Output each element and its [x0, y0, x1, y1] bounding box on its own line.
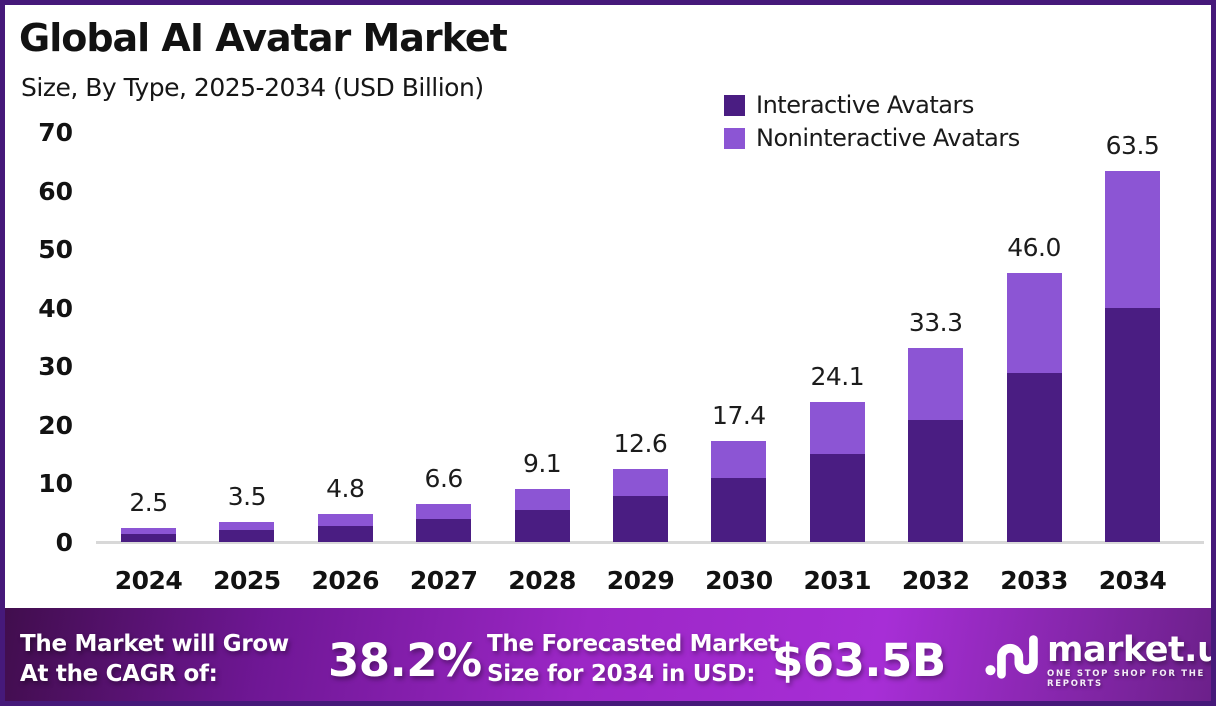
- bar-value-label: 17.4: [712, 400, 766, 430]
- bar-segment-noninteractive: [219, 522, 275, 531]
- cagr-label-line1: The Market will Grow: [20, 631, 289, 657]
- cagr-label-line2: At the CAGR of:: [20, 661, 218, 687]
- bar-2029: [613, 468, 668, 543]
- bar-segment-interactive: [1105, 308, 1160, 543]
- bar-segment-noninteractive: [317, 514, 373, 526]
- x-tick-label: 2030: [705, 566, 773, 595]
- bar-segment-interactive: [1006, 372, 1062, 543]
- bar-value-label: 9.1: [522, 449, 562, 479]
- bar-2025: [219, 522, 275, 543]
- bar-value-label: 63.5: [1105, 131, 1160, 161]
- bar-2031: [809, 401, 865, 543]
- y-tick-label: 10: [38, 469, 73, 498]
- footer-banner: [0, 608, 1216, 706]
- bar-segment-noninteractive: [1105, 171, 1160, 309]
- legend-swatch-noninteractive: [724, 127, 745, 149]
- bar-value-label: 24.1: [810, 361, 865, 391]
- bar-value-label: 4.8: [326, 474, 365, 504]
- forecast-label: The Forecasted Market Size for 2034 in U…: [487, 629, 779, 689]
- bar-value-label: 6.6: [424, 463, 464, 493]
- y-tick-label: 50: [38, 235, 73, 264]
- x-tick-label: 2028: [508, 566, 576, 595]
- bar-2032: [908, 347, 964, 543]
- bar-segment-interactive: [613, 496, 668, 543]
- x-tick-label: 2033: [1000, 566, 1068, 595]
- bar-segment-noninteractive: [613, 468, 668, 497]
- x-tick-label: 2031: [803, 566, 872, 595]
- market-us-wave-icon: [985, 635, 1038, 679]
- bar-2034: [1105, 171, 1160, 543]
- legend-item-interactive: Interactive Avatars: [724, 91, 1020, 119]
- x-tick-label: 2032: [901, 566, 970, 595]
- forecast-label-line1: The Forecasted Market: [487, 631, 779, 657]
- y-tick-label: 70: [38, 118, 73, 147]
- bar-segment-interactive: [121, 534, 176, 543]
- bar-value-label: 12.6: [613, 428, 668, 458]
- bar-2033: [1006, 273, 1062, 543]
- brand-name: market.us: [1047, 630, 1216, 670]
- page-subtitle: Size, By Type, 2025-2034 (USD Billion): [21, 73, 484, 102]
- cagr-value: 38.2%: [328, 634, 482, 687]
- x-tick-label: 2024: [114, 566, 183, 595]
- legend-swatch-interactive: [724, 94, 745, 116]
- bar-segment-noninteractive: [416, 503, 472, 519]
- brand-tagline: ONE STOP SHOP FOR THE REPORTS: [1047, 669, 1206, 689]
- bar-2024: [121, 527, 176, 543]
- y-tick-label: 30: [38, 352, 73, 381]
- bar-segment-interactive: [711, 478, 767, 543]
- x-tick-label: 2026: [311, 566, 380, 595]
- bar-segment-interactive: [514, 509, 570, 543]
- x-tick-label: 2027: [409, 566, 478, 595]
- forecast-label-line2: Size for 2034 in USD:: [487, 661, 756, 687]
- y-tick-label: 60: [38, 176, 73, 206]
- legend-label: Noninteractive Avatars: [756, 124, 1020, 152]
- bar-segment-noninteractive: [711, 440, 767, 479]
- legend-item-noninteractive: Noninteractive Avatars: [724, 124, 1020, 152]
- bar-segment-noninteractive: [514, 489, 570, 510]
- bar-value-label: 33.3: [908, 307, 963, 337]
- bar-segment-noninteractive: [121, 527, 176, 535]
- x-tick-label: 2034: [1098, 566, 1167, 595]
- y-tick-label: 0: [55, 527, 73, 557]
- cagr-label: The Market will Grow At the CAGR of:: [20, 629, 289, 689]
- bar-segment-interactive: [908, 419, 964, 543]
- bar-segment-interactive: [416, 518, 472, 543]
- bar-segment-noninteractive: [1006, 273, 1062, 373]
- bar-2026: [317, 514, 373, 543]
- page-title: Global AI Avatar Market: [19, 16, 508, 60]
- bar-segment-interactive: [809, 453, 865, 543]
- brand-logo: market.us ONE STOP SHOP FOR THE REPORTS: [985, 633, 1216, 689]
- bar-value-label: 46.0: [1007, 233, 1061, 263]
- brand-text: market.us ONE STOP SHOP FOR THE REPORTS: [1047, 630, 1216, 690]
- y-tick-label: 20: [38, 410, 73, 440]
- bar-segment-interactive: [317, 525, 373, 543]
- bar-2030: [711, 440, 767, 543]
- legend-label: Interactive Avatars: [756, 91, 974, 119]
- bar-value-label: 3.5: [227, 482, 267, 512]
- chart-legend: Interactive Avatars Noninteractive Avata…: [724, 91, 1020, 152]
- forecast-value: $63.5B: [772, 634, 946, 687]
- bar-2028: [514, 489, 570, 543]
- x-tick-label: 2025: [213, 566, 281, 595]
- y-tick-label: 40: [38, 293, 73, 323]
- bar-segment-noninteractive: [908, 347, 964, 420]
- bar-segment-noninteractive: [809, 401, 865, 454]
- bar-2027: [416, 503, 472, 543]
- bar-value-label: 2.5: [129, 487, 168, 517]
- x-tick-label: 2029: [606, 566, 675, 595]
- bar-segment-interactive: [219, 530, 275, 543]
